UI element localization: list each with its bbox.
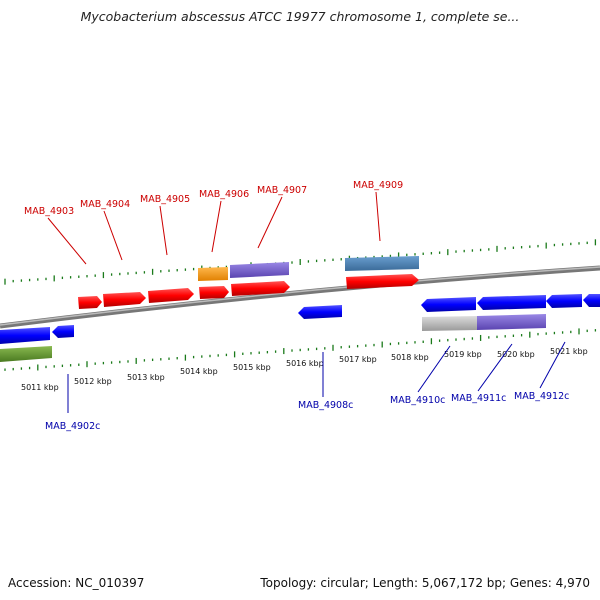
- scale-label: 5019 kbp: [444, 350, 482, 359]
- gene-label[interactable]: MAB_4909: [353, 180, 403, 191]
- gene-label[interactable]: MAB_4906: [199, 189, 249, 200]
- cds-mab-4905[interactable]: [148, 288, 194, 303]
- scale-label: 5021 kbp: [550, 347, 588, 356]
- scale-label: 5015 kbp: [233, 363, 271, 372]
- cds-left-1[interactable]: [0, 327, 50, 344]
- label-leader-line: [417, 345, 451, 393]
- gene-label[interactable]: MAB_4904: [80, 199, 130, 210]
- feature-purple-rev[interactable]: [477, 314, 546, 330]
- cds-mab-4906[interactable]: [199, 286, 229, 299]
- cds-right-edge[interactable]: [583, 294, 600, 307]
- map-title: Mycobacterium abscessus ATCC 19977 chrom…: [80, 9, 520, 24]
- cds-mab-4902c[interactable]: [52, 325, 74, 338]
- cds-mab-4912c[interactable]: [546, 294, 582, 308]
- feature-grey[interactable]: [422, 316, 477, 331]
- gene-label[interactable]: MAB_4910c: [390, 395, 445, 406]
- gene-label[interactable]: MAB_4902c: [45, 421, 100, 432]
- feature-orange[interactable]: [198, 267, 228, 281]
- gene-label[interactable]: MAB_4912c: [514, 391, 569, 402]
- cds-mab-4908c[interactable]: [298, 305, 342, 319]
- scale-label: 5011 kbp: [21, 383, 59, 392]
- scale-label: 5014 kbp: [180, 367, 218, 376]
- label-leader-line: [103, 210, 123, 261]
- feature-purple[interactable]: [230, 262, 289, 278]
- label-leader-line: [375, 191, 381, 242]
- gene-label[interactable]: MAB_4903: [24, 206, 74, 217]
- label-leader-line: [539, 341, 566, 389]
- scale-label: 5018 kbp: [391, 353, 429, 362]
- cds-mab-4907[interactable]: [231, 281, 290, 296]
- gene-label[interactable]: MAB_4911c: [451, 393, 506, 404]
- forward-features: [78, 256, 419, 309]
- gene-label[interactable]: MAB_4907: [257, 185, 307, 196]
- label-leader-line: [211, 200, 222, 253]
- chromosome-backbone: [0, 265, 600, 329]
- cds-mab-4910c[interactable]: [421, 297, 476, 312]
- accession-label: Accession: NC_010397: [8, 576, 145, 590]
- reverse-scale-ticks: [4, 328, 597, 371]
- scale-label: 5017 kbp: [339, 355, 377, 364]
- label-leader-line: [47, 217, 87, 265]
- cds-mab-4911c[interactable]: [477, 295, 546, 310]
- forward-scale-ticks: [4, 239, 597, 285]
- topology-label: Topology: circular; Length: 5,067,172 bp…: [260, 576, 590, 590]
- chromosome-backbone-highlight: [0, 266, 600, 326]
- gene-label[interactable]: MAB_4905: [140, 194, 190, 205]
- gene-labels: MAB_4903 MAB_4904 MAB_4905 MAB_4906 MAB_4907…: [24, 180, 569, 432]
- cds-mab-4903[interactable]: [78, 296, 102, 309]
- scale-label: 5012 kbp: [74, 377, 112, 386]
- feature-olive[interactable]: [0, 346, 52, 362]
- cds-mab-4904[interactable]: [103, 292, 146, 307]
- label-leader-line: [159, 205, 168, 256]
- scale-label: 5020 kbp: [497, 350, 535, 359]
- scale-labels: 5011 kbp 5012 kbp 5013 kbp 5014 kbp 5015 kbp…: [21, 347, 588, 392]
- cds-mab-4909[interactable]: [346, 274, 419, 289]
- scale-label: 5013 kbp: [127, 373, 165, 382]
- gene-label[interactable]: MAB_4908c: [298, 400, 353, 411]
- label-leader-line: [477, 343, 513, 392]
- scale-label: 5016 kbp: [286, 359, 324, 368]
- label-leader-line: [257, 196, 283, 249]
- feature-steel-blue[interactable]: [345, 256, 419, 271]
- reverse-features: [0, 294, 600, 362]
